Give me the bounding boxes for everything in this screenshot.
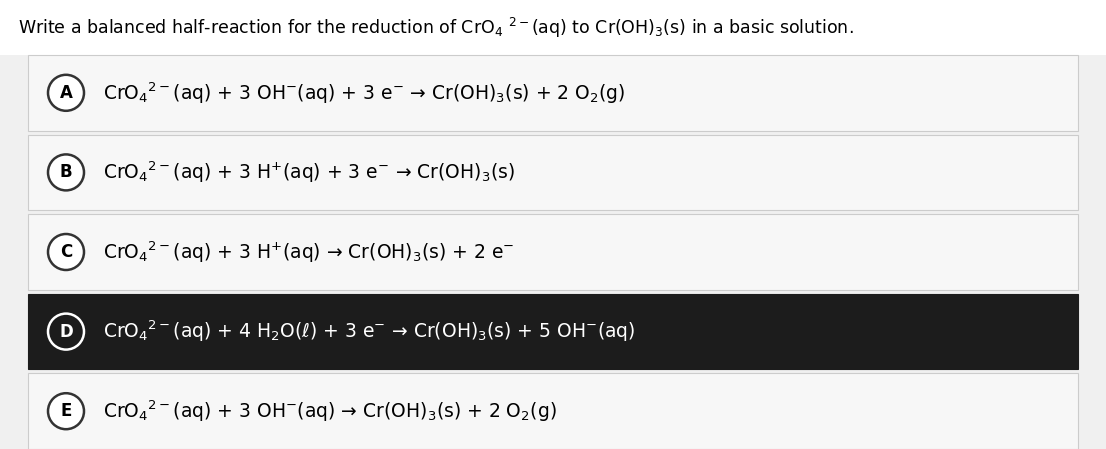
- FancyBboxPatch shape: [28, 135, 1078, 210]
- Text: CrO$_4$$^{2-}$(aq) + 3 OH$^{-}$(aq) → Cr(OH)$_3$(s) + 2 O$_2$(g): CrO$_4$$^{2-}$(aq) + 3 OH$^{-}$(aq) → Cr…: [103, 398, 556, 424]
- Text: CrO$_4$$^{2-}$(aq) + 3 H$^{+}$(aq) + 3 e$^{-}$ → Cr(OH)$_3$(s): CrO$_4$$^{2-}$(aq) + 3 H$^{+}$(aq) + 3 e…: [103, 160, 514, 185]
- Circle shape: [48, 313, 84, 350]
- Text: E: E: [61, 402, 72, 420]
- Circle shape: [48, 393, 84, 429]
- Circle shape: [48, 75, 84, 111]
- FancyBboxPatch shape: [28, 374, 1078, 449]
- FancyBboxPatch shape: [28, 294, 1078, 370]
- Text: B: B: [60, 163, 72, 181]
- Text: CrO$_4$$^{2-}$(aq) + 3 H$^{+}$(aq) → Cr(OH)$_3$(s) + 2 e$^{-}$: CrO$_4$$^{2-}$(aq) + 3 H$^{+}$(aq) → Cr(…: [103, 239, 514, 265]
- Text: C: C: [60, 243, 72, 261]
- Circle shape: [48, 154, 84, 190]
- FancyBboxPatch shape: [28, 214, 1078, 290]
- FancyBboxPatch shape: [28, 55, 1078, 131]
- Text: CrO$_4$$^{2-}$(aq) + 3 OH$^{-}$(aq) + 3 e$^{-}$ → Cr(OH)$_3$(s) + 2 O$_2$(g): CrO$_4$$^{2-}$(aq) + 3 OH$^{-}$(aq) + 3 …: [103, 80, 626, 106]
- Text: D: D: [59, 322, 73, 341]
- Circle shape: [48, 234, 84, 270]
- FancyBboxPatch shape: [0, 0, 1106, 55]
- Text: A: A: [60, 84, 72, 102]
- Text: Write a balanced half-reaction for the reduction of CrO$_4$ $^{2-}$(aq) to Cr(OH: Write a balanced half-reaction for the r…: [18, 15, 854, 40]
- Text: CrO$_4$$^{2-}$(aq) + 4 H$_2$O($\ell$) + 3 e$^{-}$ → Cr(OH)$_3$(s) + 5 OH$^{-}$(a: CrO$_4$$^{2-}$(aq) + 4 H$_2$O($\ell$) + …: [103, 319, 636, 344]
